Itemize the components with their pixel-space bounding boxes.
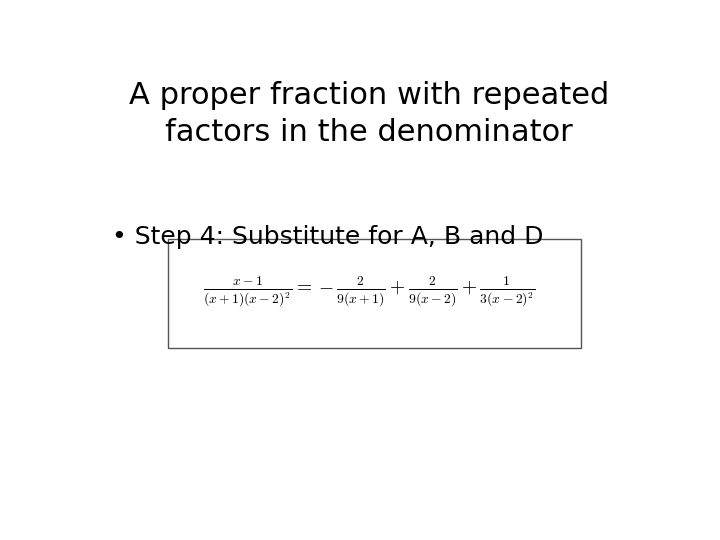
FancyBboxPatch shape	[168, 239, 581, 348]
Text: • Step 4: Substitute for A, B and D: • Step 4: Substitute for A, B and D	[112, 225, 544, 249]
Text: $\frac{x-1}{(x+1)(x-2)^2} = -\frac{2}{9(x+1)}+\frac{2}{9(x-2)}+\frac{1}{3(x-2)^2: $\frac{x-1}{(x+1)(x-2)^2} = -\frac{2}{9(…	[203, 274, 535, 309]
Text: A proper fraction with repeated
factors in the denominator: A proper fraction with repeated factors …	[129, 82, 609, 147]
